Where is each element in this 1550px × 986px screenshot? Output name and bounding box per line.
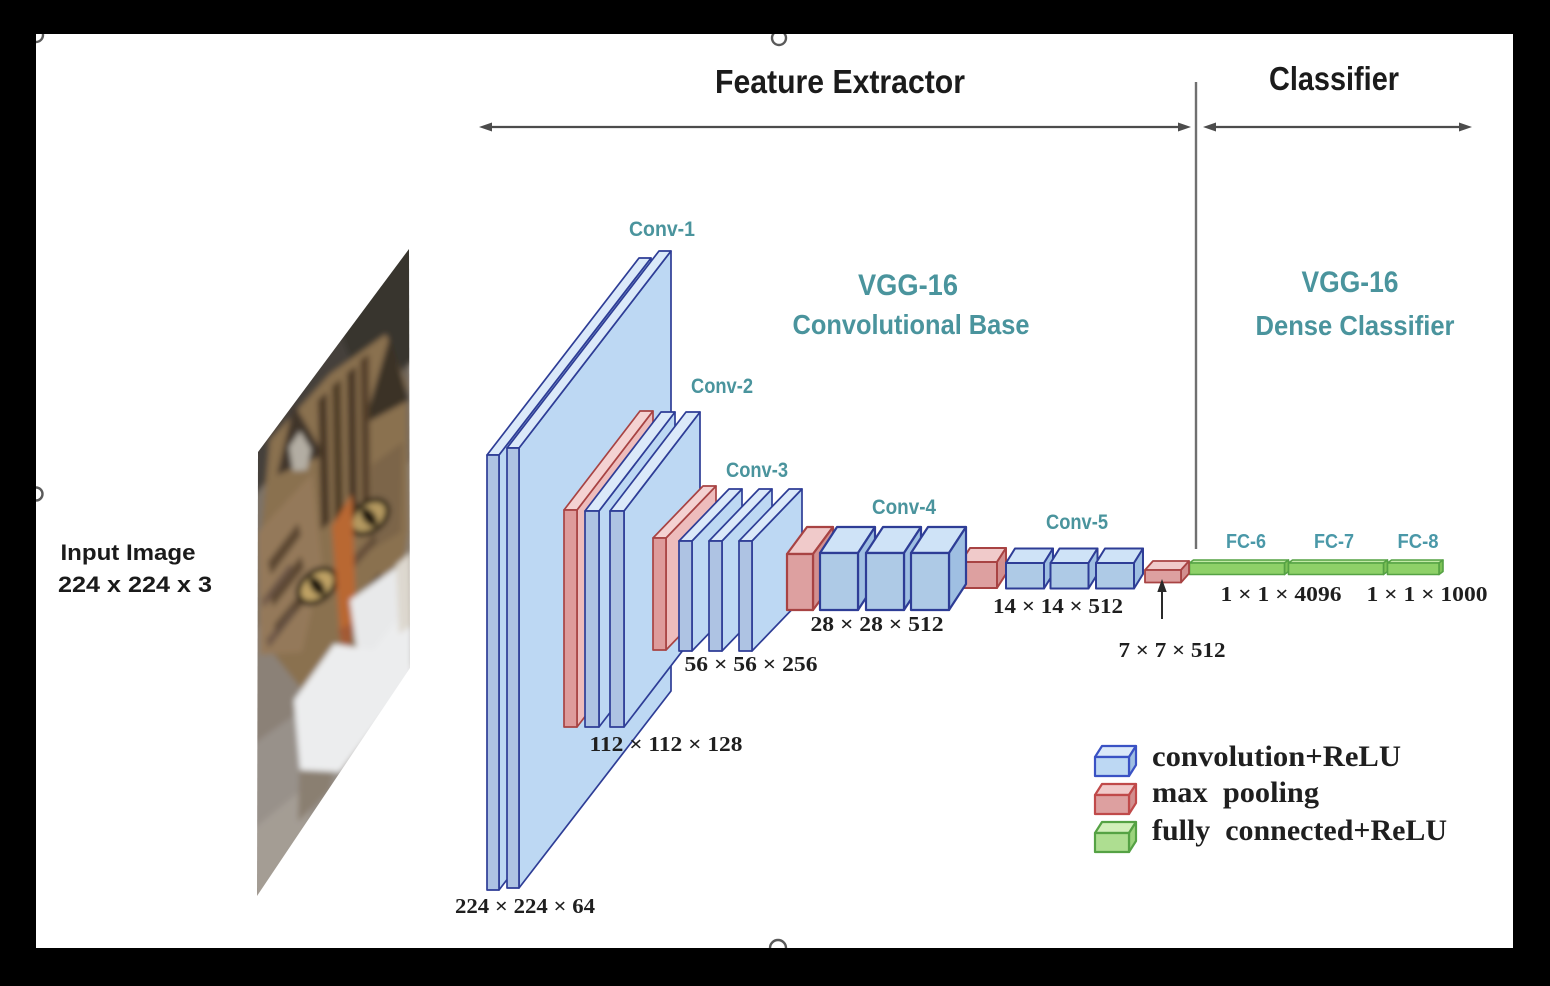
- svg-text:Conv-3: Conv-3: [726, 459, 788, 482]
- svg-text:Classifier: Classifier: [1269, 60, 1399, 97]
- svg-text:Conv-4: Conv-4: [872, 496, 936, 519]
- svg-text:Conv-5: Conv-5: [1046, 511, 1108, 534]
- svg-text:convolution+ReLU: convolution+ReLU: [1152, 740, 1401, 773]
- svg-text:224 x 224 x 3: 224 x 224 x 3: [58, 572, 212, 597]
- svg-text:7 × 7 × 512: 7 × 7 × 512: [1119, 638, 1226, 662]
- svg-text:1 × 1 × 1000: 1 × 1 × 1000: [1367, 582, 1488, 606]
- svg-text:14 × 14 × 512: 14 × 14 × 512: [993, 594, 1123, 618]
- svg-text:FC-8: FC-8: [1398, 531, 1439, 553]
- svg-text:112 × 112 × 128: 112 × 112 × 128: [590, 732, 743, 756]
- svg-text:max pooling: max pooling: [1152, 776, 1319, 809]
- svg-text:Input Image: Input Image: [61, 540, 196, 565]
- svg-text:Feature Extractor: Feature Extractor: [715, 63, 965, 100]
- svg-text:1 × 1 × 4096: 1 × 1 × 4096: [1221, 582, 1342, 606]
- svg-text:VGG-16: VGG-16: [1302, 266, 1399, 299]
- svg-text:FC-6: FC-6: [1226, 531, 1266, 553]
- svg-text:28 × 28 × 512: 28 × 28 × 512: [811, 612, 944, 636]
- svg-text:VGG-16: VGG-16: [858, 269, 958, 302]
- svg-text:Dense Classifier: Dense Classifier: [1256, 310, 1455, 341]
- svg-text:fully connected+ReLU: fully connected+ReLU: [1152, 814, 1447, 847]
- svg-text:FC-7: FC-7: [1314, 531, 1354, 553]
- svg-text:224 × 224 × 64: 224 × 224 × 64: [455, 894, 596, 918]
- svg-text:Convolutional Base: Convolutional Base: [793, 309, 1030, 340]
- svg-text:Conv-2: Conv-2: [691, 375, 753, 398]
- svg-text:56 × 56 × 256: 56 × 56 × 256: [685, 652, 818, 676]
- svg-text:Conv-1: Conv-1: [629, 218, 695, 241]
